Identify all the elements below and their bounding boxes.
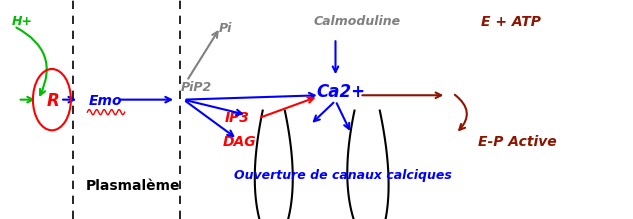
Text: Pi: Pi <box>218 22 232 35</box>
Text: DAG: DAG <box>223 135 256 149</box>
Text: E + ATP: E + ATP <box>481 15 541 29</box>
Text: Emo: Emo <box>89 94 122 108</box>
Text: Ouverture de canaux calciques: Ouverture de canaux calciques <box>234 169 452 182</box>
Text: R: R <box>46 92 59 110</box>
Text: Calmoduline: Calmoduline <box>313 15 401 28</box>
Text: H+: H+ <box>11 15 32 28</box>
Text: E-P Active: E-P Active <box>478 135 556 149</box>
Text: IP3: IP3 <box>225 111 249 125</box>
Text: PiP2: PiP2 <box>180 81 211 94</box>
Text: Plasmalème: Plasmalème <box>85 179 180 193</box>
Text: Ca2+: Ca2+ <box>316 83 365 101</box>
